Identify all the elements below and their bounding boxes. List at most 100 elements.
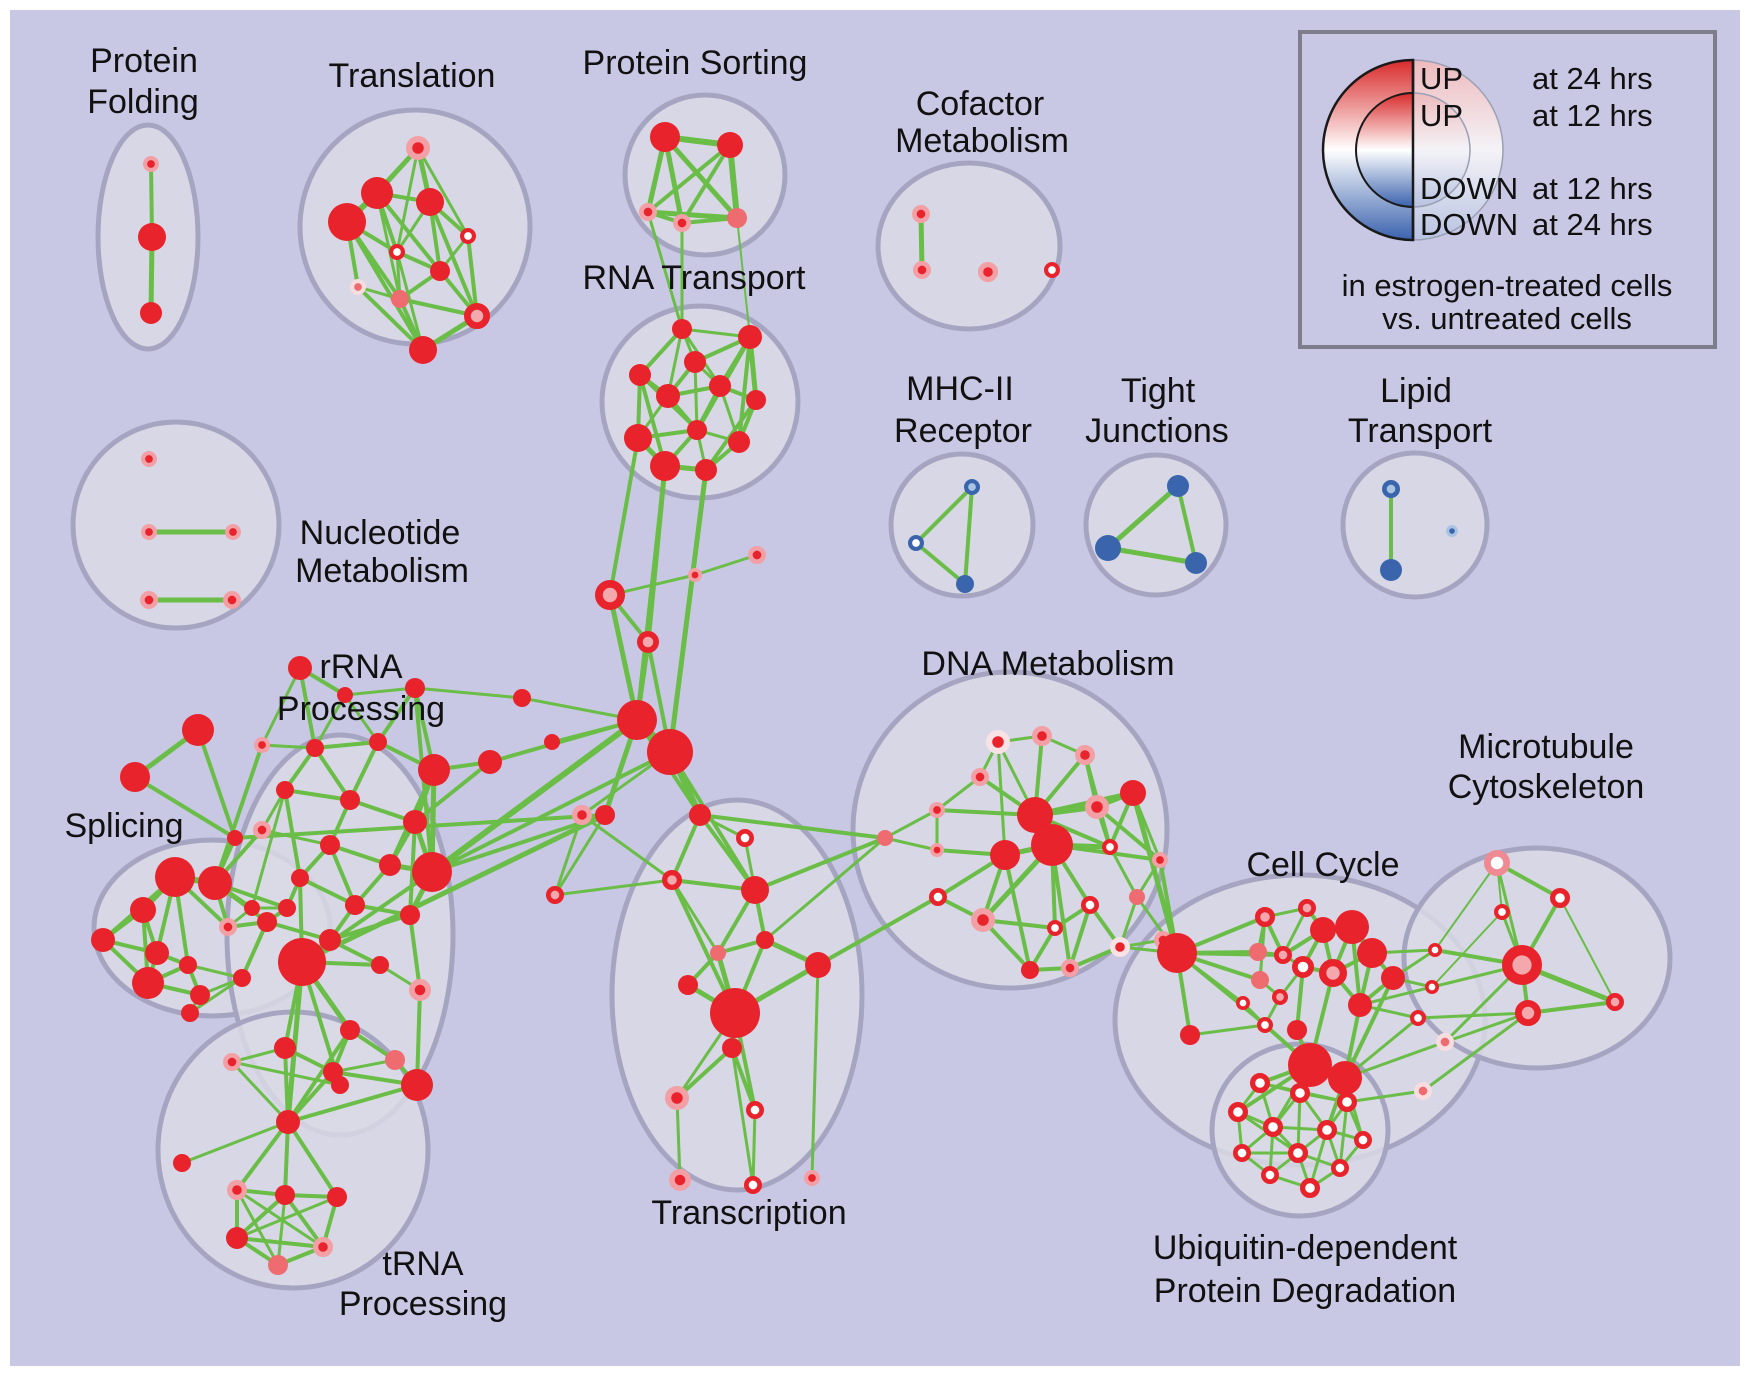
node-protein-sorting-4	[727, 208, 747, 228]
edge-ubiquitin-degradation	[1296, 1092, 1302, 1154]
edge-protein-sorting	[646, 143, 732, 214]
node-dna-metabolism-10	[1031, 824, 1073, 866]
edge-cell-cycle	[1343, 977, 1395, 1079]
cluster-ellipse-nucleotide-metabolism	[70, 419, 282, 631]
node-rrna-processing-24	[401, 1069, 433, 1101]
edge-transcription	[554, 878, 673, 897]
node-rrna-processing-21	[340, 1020, 360, 1040]
edge-mhc-ii-receptor	[963, 486, 974, 585]
legend-dir-1: UP	[1420, 98, 1463, 133]
edge-rrna-processing	[299, 876, 356, 907]
node-splicing-10	[132, 967, 164, 999]
node-dna-metabolism-1	[1031, 725, 1052, 746]
node-dna-metabolism-12	[1101, 839, 1118, 856]
label-mhc-ii-receptor-line0: MHC-II	[906, 370, 1014, 408]
node-ubiquitin-degradation-2	[1336, 1091, 1357, 1112]
edge-translation	[395, 251, 425, 351]
edge-rrna-processing	[313, 746, 352, 802]
legend-time-0: at 24 hrs	[1532, 61, 1653, 96]
node-cell-cycle-22	[1409, 1010, 1426, 1027]
edge-microtubule-cytoskeleton	[1559, 897, 1616, 1003]
node-rrna-processing-11	[320, 835, 340, 855]
edge-translation	[416, 147, 470, 237]
node-rrna-processing-6	[418, 754, 450, 786]
edge-microtubule-cytoskeleton	[1527, 1000, 1616, 1015]
node-rrna-processing-12	[379, 854, 401, 876]
edge-rrna-processing	[376, 686, 417, 744]
node-protein-sorting-3	[673, 213, 692, 232]
edge-free-hubs	[133, 775, 237, 840]
node-trna-processing-2	[227, 1179, 248, 1200]
node-trna-processing-7	[268, 1255, 288, 1275]
node-lipid-transport-2	[1445, 524, 1458, 537]
node-rrna-processing-4	[306, 739, 324, 757]
edge-bridge	[213, 744, 264, 884]
node-protein-sorting-1	[717, 132, 743, 158]
edge-free-hubs	[694, 553, 758, 577]
node-nucleotide-metabolism-1	[141, 524, 158, 541]
node-free-hubs-9	[571, 804, 592, 825]
node-free-hubs-5	[748, 546, 767, 565]
edge-trna-processing	[235, 1120, 290, 1192]
edge-protein-sorting	[680, 143, 732, 225]
node-rna-transport-7	[624, 424, 652, 452]
node-rrna-processing-16	[400, 905, 420, 925]
edge-bridge	[285, 961, 305, 1123]
edge-transcription	[675, 1046, 734, 1100]
node-lipid-transport-0	[1381, 479, 1400, 498]
node-ubiquitin-degradation-6	[1353, 1130, 1372, 1149]
legend: UP at 24 hrs UP at 12 hrs DOWN at 12 hrs DOWN a…	[1298, 30, 1717, 349]
node-cell-cycle-2	[1254, 906, 1275, 927]
node-cell-cycle-17	[1287, 1020, 1307, 1040]
node-dna-metabolism-13	[1151, 852, 1168, 869]
node-cell-cycle-10	[1319, 959, 1348, 988]
edge-rrna-processing	[298, 667, 317, 749]
edge-splicing	[189, 976, 243, 1015]
node-dna-metabolism-9	[1017, 797, 1053, 833]
node-rrna-processing-20	[278, 938, 326, 986]
node-lipid-transport-1	[1380, 559, 1402, 581]
node-dna-metabolism-5	[1120, 780, 1146, 806]
legend-dir-2: DOWN	[1420, 171, 1518, 206]
edge-microtubule-cytoskeleton	[1422, 1011, 1529, 1093]
node-transcription-0	[689, 804, 711, 826]
node-transcription-3	[741, 876, 769, 904]
edge-transcription	[730, 1047, 755, 1186]
node-rna-transport-9	[728, 431, 750, 453]
node-ubiquitin-degradation-1	[1289, 1082, 1310, 1103]
node-cell-cycle-9	[1291, 955, 1314, 978]
node-cell-cycle-0	[1157, 933, 1197, 973]
node-translation-0	[405, 135, 430, 160]
edge-ubiquitin-degradation	[1338, 1101, 1349, 1169]
edge-bridge	[230, 1060, 290, 1124]
node-rrna-processing-27	[323, 1062, 343, 1082]
edge-bridge	[736, 217, 751, 338]
node-rrna-processing-19	[408, 978, 431, 1001]
label-rrna-processing-line0: rRNA	[319, 648, 402, 686]
edge-microtubule-cytoskeleton	[1444, 1011, 1529, 1044]
label-rrna-processing-line1: Processing	[277, 690, 445, 728]
node-dna-metabolism-2	[1074, 744, 1095, 765]
node-translation-6	[430, 261, 450, 281]
legend-glyph	[1321, 58, 1504, 242]
node-rrna-processing-7	[276, 781, 294, 799]
node-splicing-3	[91, 928, 115, 952]
node-rna-transport-10	[650, 451, 680, 481]
node-cofactor-metabolism-3	[1043, 261, 1060, 278]
node-translation-5	[388, 244, 405, 261]
edge-rrna-processing	[344, 686, 416, 697]
node-cell-cycle-16	[1328, 1061, 1362, 1095]
node-free-hubs-10	[544, 734, 560, 750]
edge-transcription	[675, 1097, 682, 1181]
node-tight-junctions-1	[1095, 535, 1121, 561]
edge-rrna-processing	[332, 1058, 396, 1074]
node-splicing-9	[278, 899, 296, 917]
node-rrna-processing-13	[412, 852, 452, 892]
legend-time-2: at 12 hrs	[1532, 171, 1653, 206]
node-free-hubs-11	[182, 714, 214, 746]
node-splicing-4	[145, 941, 169, 965]
edge-bridge	[414, 686, 523, 700]
node-dna-metabolism-6	[1084, 794, 1109, 819]
node-translation-10	[409, 336, 437, 364]
